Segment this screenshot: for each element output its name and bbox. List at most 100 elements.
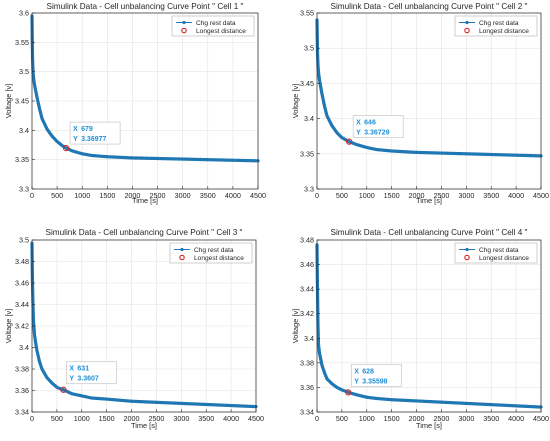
- data-point: [33, 83, 36, 86]
- datatip-y-value: 3.35598: [362, 378, 387, 385]
- chart-title: Simulink Data - Cell unbalancing Curve P…: [331, 2, 528, 11]
- data-point: [70, 392, 74, 396]
- data-point: [440, 151, 443, 155]
- x-tick-label: 4000: [508, 191, 524, 200]
- data-point: [347, 140, 351, 144]
- chart-title: Simulink Data - Cell unbalancing Curve P…: [46, 228, 243, 237]
- data-point: [390, 149, 394, 153]
- data-point: [330, 124, 334, 128]
- data-point: [60, 144, 64, 147]
- x-tick-label: 500: [51, 191, 63, 200]
- data-point: [355, 143, 359, 147]
- legend-box: [171, 15, 255, 37]
- data-point: [38, 360, 41, 363]
- data-point: [464, 402, 468, 405]
- y-axis-label: Voltage [v]: [291, 84, 300, 119]
- x-tick-label: 3500: [483, 414, 499, 423]
- axes-frame: [316, 12, 542, 190]
- data-point: [131, 156, 134, 160]
- datatip-x-value: 646: [364, 120, 376, 127]
- data-point: [179, 402, 183, 405]
- data-point: [325, 114, 329, 118]
- legend-ring-swatch: [181, 27, 187, 34]
- data-point: [340, 388, 344, 392]
- data-point: [64, 146, 68, 150]
- data-point: [206, 158, 210, 162]
- data-point: [55, 385, 59, 389]
- data-point: [514, 153, 518, 157]
- data-point: [40, 367, 44, 371]
- data-point: [325, 377, 329, 381]
- y-tick-label: 3.6: [19, 9, 29, 18]
- data-point: [318, 78, 321, 82]
- x-tick-label: 1500: [384, 191, 400, 200]
- datatip-x-value: 631: [77, 366, 89, 373]
- x-tick-label: 500: [336, 191, 348, 200]
- y-axis-label: Voltage [v]: [4, 84, 13, 119]
- plot-area: [317, 240, 541, 412]
- data-point: [80, 394, 84, 398]
- data-point: [204, 403, 208, 406]
- data-point: [319, 357, 323, 361]
- data-point: [32, 319, 35, 323]
- x-tick-label: 1000: [359, 191, 375, 200]
- data-point: [80, 152, 84, 156]
- x-tick-label: 2500: [148, 414, 164, 423]
- data-point: [375, 148, 379, 151]
- data-point: [90, 396, 94, 400]
- data-point: [105, 397, 109, 401]
- longest-distance-marker: [346, 138, 353, 145]
- data-point: [514, 404, 518, 408]
- legend-marker-swatch: [465, 247, 469, 252]
- data-point: [317, 343, 320, 346]
- data-point: [355, 393, 359, 397]
- data-point: [45, 376, 49, 379]
- data-point: [346, 390, 350, 394]
- data-point: [323, 371, 326, 375]
- chart-title: Simulink Data - Cell unbalancing Curve P…: [331, 228, 528, 237]
- y-tick-label: 3.5: [304, 44, 314, 53]
- y-tick-label: 3.34: [15, 408, 29, 417]
- datatip-y-label: Y: [354, 378, 359, 385]
- y-tick-label: 3.46: [15, 279, 29, 288]
- x-axis-label: Time [s]: [416, 196, 442, 205]
- data-point: [105, 155, 109, 159]
- data-point: [33, 333, 36, 336]
- data-point: [155, 400, 158, 404]
- chart-title: Simulink Data - Cell unbalancing Curve P…: [47, 2, 244, 11]
- x-tick-label: 0: [315, 414, 319, 423]
- data-point: [90, 154, 94, 157]
- datatip-y-label: Y: [356, 130, 361, 137]
- data-point: [34, 89, 38, 93]
- legend-label: Longest distance: [194, 255, 244, 262]
- data-point: [316, 50, 319, 54]
- y-axis-label: Voltage [v]: [4, 309, 13, 344]
- legend-label: Chg rest data: [194, 247, 234, 254]
- x-tick-label: 3000: [458, 191, 474, 200]
- data-point: [35, 96, 39, 99]
- datatip-x-label: X: [356, 120, 361, 127]
- datatip-x-label: X: [69, 366, 74, 373]
- legend-ring-swatch: [464, 27, 470, 34]
- x-tick-label: 1000: [359, 414, 375, 423]
- data-point: [335, 131, 339, 135]
- x-tick-label: 1500: [99, 414, 115, 423]
- data-point: [319, 85, 323, 89]
- data-point: [181, 157, 185, 161]
- y-tick-label: 3.44: [300, 285, 314, 294]
- y-tick-label: 3.3: [19, 185, 29, 194]
- data-point: [38, 107, 41, 111]
- x-tick-label: 4000: [508, 414, 524, 423]
- datatip-y-label: Y: [69, 376, 74, 383]
- x-tick-label: 1500: [384, 414, 400, 423]
- x-tick-label: 4500: [250, 191, 266, 200]
- data-point: [50, 134, 54, 138]
- x-tick-label: 1000: [74, 191, 90, 200]
